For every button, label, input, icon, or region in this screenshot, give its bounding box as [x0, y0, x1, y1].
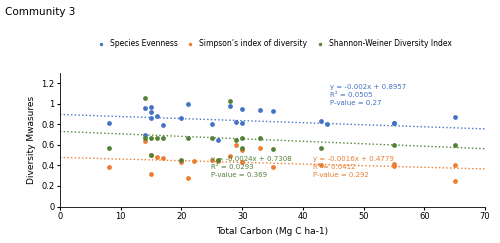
- Point: [317, 119, 325, 123]
- Point: [268, 109, 276, 113]
- Point: [238, 107, 246, 111]
- Point: [141, 133, 149, 137]
- Point: [226, 99, 234, 103]
- Text: y = -0.002x + 0.8957
R² = 0.0505
P-value = 0.27: y = -0.002x + 0.8957 R² = 0.0505 P-value…: [330, 84, 406, 106]
- Point: [208, 122, 216, 126]
- Point: [238, 146, 246, 150]
- Point: [390, 163, 398, 166]
- Point: [147, 116, 155, 120]
- Point: [153, 155, 161, 159]
- Point: [450, 143, 458, 147]
- Point: [238, 136, 246, 140]
- Point: [141, 139, 149, 143]
- Point: [178, 158, 186, 162]
- Point: [317, 164, 325, 167]
- Point: [104, 121, 112, 125]
- Point: [178, 116, 186, 120]
- Point: [184, 136, 192, 140]
- Point: [232, 138, 240, 142]
- Point: [214, 158, 222, 162]
- Point: [390, 121, 398, 125]
- Point: [147, 110, 155, 114]
- Point: [184, 176, 192, 180]
- Point: [184, 102, 192, 106]
- Point: [323, 122, 331, 126]
- Point: [214, 138, 222, 142]
- Point: [141, 96, 149, 100]
- Point: [450, 179, 458, 183]
- Point: [147, 153, 155, 157]
- Point: [178, 160, 186, 164]
- Point: [238, 121, 246, 125]
- Point: [450, 164, 458, 167]
- Legend: Species Evenness, Simpson’s index of diversity, Shannon-Weiner Diversity Index: Species Evenness, Simpson’s index of div…: [94, 39, 452, 48]
- Point: [232, 143, 240, 147]
- Point: [232, 120, 240, 124]
- X-axis label: Total Carbon (Mg C ha-1): Total Carbon (Mg C ha-1): [216, 227, 328, 236]
- Y-axis label: Diversity Mwasures: Diversity Mwasures: [26, 96, 36, 184]
- Point: [159, 123, 167, 127]
- Point: [141, 106, 149, 110]
- Point: [208, 136, 216, 140]
- Point: [268, 165, 276, 169]
- Point: [147, 105, 155, 109]
- Point: [214, 159, 222, 163]
- Point: [153, 114, 161, 118]
- Point: [268, 147, 276, 151]
- Text: y = -0.0016x + 0.4779
R² = 0.0412
P-value = 0.292: y = -0.0016x + 0.4779 R² = 0.0412 P-valu…: [313, 156, 394, 178]
- Point: [450, 115, 458, 119]
- Point: [238, 148, 246, 152]
- Point: [159, 156, 167, 160]
- Point: [238, 160, 246, 164]
- Point: [147, 172, 155, 176]
- Point: [141, 136, 149, 140]
- Point: [226, 104, 234, 108]
- Point: [390, 143, 398, 147]
- Point: [147, 136, 155, 140]
- Point: [190, 159, 198, 163]
- Point: [256, 146, 264, 150]
- Text: y = -0.0024x + 0.7308
R² = 0.0293
P-value = 0.369: y = -0.0024x + 0.7308 R² = 0.0293 P-valu…: [211, 156, 292, 178]
- Point: [147, 153, 155, 157]
- Point: [256, 136, 264, 140]
- Point: [256, 108, 264, 112]
- Point: [104, 146, 112, 150]
- Point: [159, 136, 167, 140]
- Point: [390, 121, 398, 125]
- Text: Community 3: Community 3: [5, 7, 76, 17]
- Point: [208, 158, 216, 162]
- Point: [153, 136, 161, 140]
- Point: [390, 165, 398, 168]
- Point: [104, 165, 112, 169]
- Point: [317, 146, 325, 150]
- Point: [226, 154, 234, 158]
